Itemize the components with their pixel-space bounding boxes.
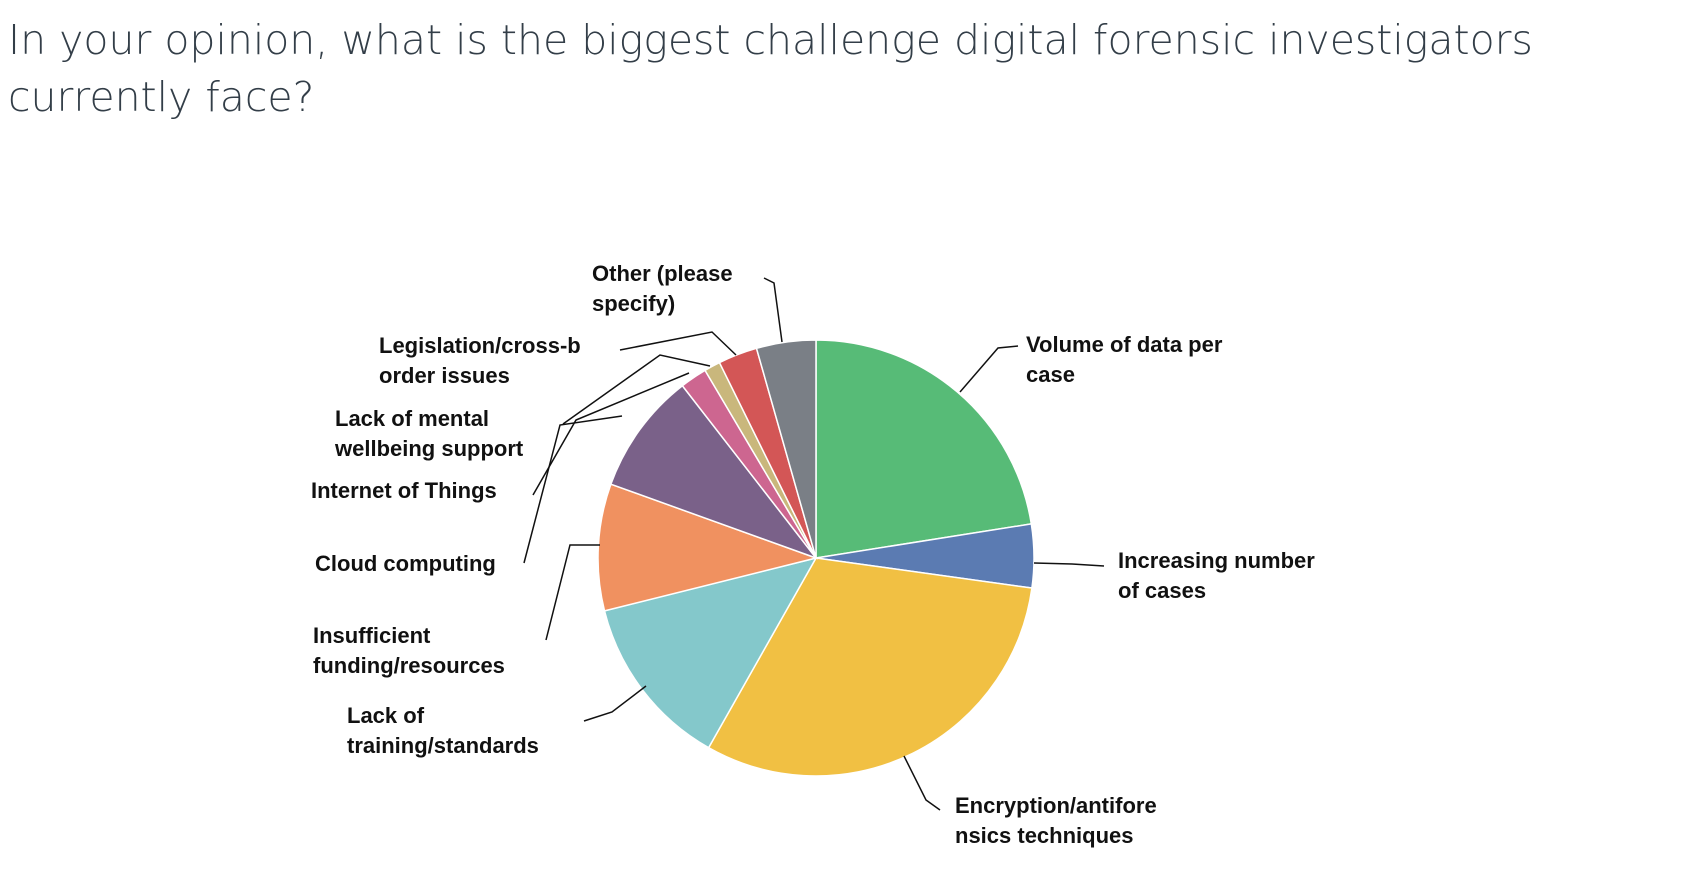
leader-line-lack-of-mental-wellbeing-support xyxy=(562,354,711,425)
pie-slice-lack-of-training-standards xyxy=(603,556,818,749)
leader-line-insufficient-funding-resources xyxy=(545,544,600,641)
slice-label-line: funding/resources xyxy=(313,653,505,678)
question-title-line-2: currently face? xyxy=(8,73,315,121)
slice-label-line: Legislation/cross-b xyxy=(379,333,581,358)
slice-label-line: of cases xyxy=(1118,578,1206,603)
slice-label-encryption-antifore-nsics-techniques: Encryption/antifore nsics techniques xyxy=(955,793,1157,848)
pie-slice-insufficient-funding-resources xyxy=(597,483,819,612)
leader-line-legislation-cross-b-order-issues xyxy=(619,331,737,356)
slice-label-line: Volume of data per xyxy=(1026,332,1223,357)
leader-line-cloud-computing xyxy=(523,415,623,564)
slice-label-line: Internet of Things xyxy=(311,478,497,503)
slice-label-line: specify) xyxy=(592,291,675,316)
slice-label-other-please-specify: Other (please specify) xyxy=(592,261,733,316)
slice-label-legislation-cross-b-order-issues: Legislation/cross-b order issues xyxy=(379,333,581,388)
slice-labels: Volume of data per case Increasing number o… xyxy=(311,261,1315,848)
pie-slice-other-please-specify xyxy=(755,339,817,559)
slice-label-line: order issues xyxy=(379,363,510,388)
slice-label-line: nsics techniques xyxy=(955,823,1134,848)
slice-label-line: Lack of mental xyxy=(335,406,489,431)
slice-label-increasing-number-of-cases: Increasing number of cases xyxy=(1118,548,1315,603)
question-title-line-1: In your opinion, what is the biggest cha… xyxy=(8,16,1533,64)
slice-label-line: wellbeing support xyxy=(334,436,524,461)
slice-label-volume-of-data-per-case: Volume of data per case xyxy=(1026,332,1223,387)
slice-label-cloud-computing: Cloud computing xyxy=(315,551,496,576)
leader-lines xyxy=(523,277,1105,811)
slice-label-line: Lack of xyxy=(347,703,425,728)
leader-line-increasing-number-of-cases xyxy=(1033,562,1105,567)
slice-label-insufficient-funding-resources: Insufficient funding/resources xyxy=(313,623,505,678)
leader-line-volume-of-data-per-case xyxy=(959,345,1019,393)
question-title: In your opinion, what is the biggest cha… xyxy=(8,12,1678,126)
pie-slice-encryption-antifore-nsics-techniques xyxy=(707,557,1033,777)
leader-line-encryption-antifore-nsics-techniques xyxy=(903,755,941,811)
pie-slices xyxy=(597,339,1035,777)
slice-label-line: Encryption/antifore xyxy=(955,793,1157,818)
slice-label-lack-of-training-standards: Lack of training/standards xyxy=(347,703,539,758)
slice-label-line: Insufficient xyxy=(313,623,431,648)
leader-line-internet-of-things xyxy=(532,372,690,496)
slice-label-lack-of-mental-wellbeing-support: Lack of mental wellbeing support xyxy=(334,406,524,461)
slice-label-line: Other (please xyxy=(592,261,733,286)
slice-label-line: Cloud computing xyxy=(315,551,496,576)
slice-label-line: case xyxy=(1026,362,1075,387)
slice-label-line: training/standards xyxy=(347,733,539,758)
leader-line-other-please-specify xyxy=(763,277,783,343)
slice-label-line: Increasing number xyxy=(1118,548,1315,573)
leader-line-lack-of-training-standards xyxy=(583,685,647,722)
pie-slice-volume-of-data-per-case xyxy=(815,339,1033,559)
slice-label-internet-of-things: Internet of Things xyxy=(311,478,497,503)
pie-slice-cloud-computing xyxy=(609,384,819,560)
